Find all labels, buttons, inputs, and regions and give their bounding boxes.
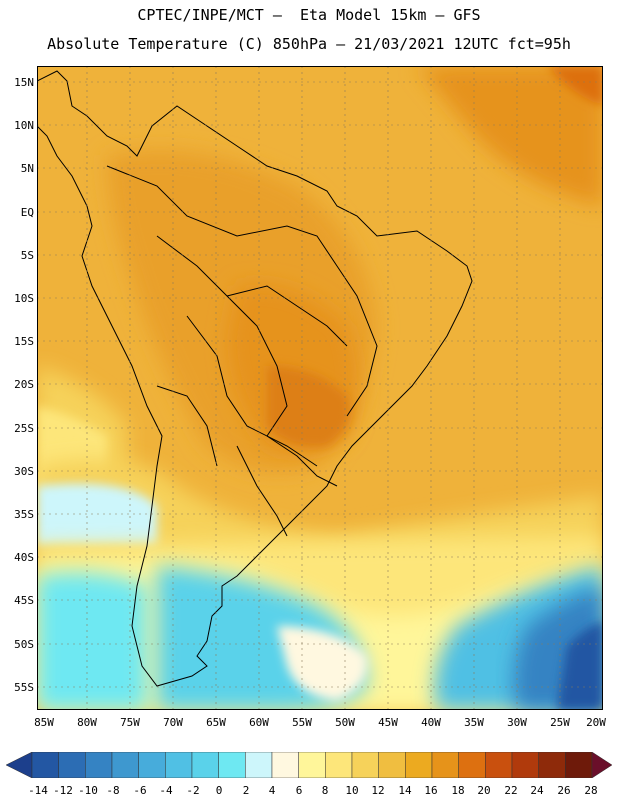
title-line-1: CPTEC/INPE/MCT – Eta Model 15km – GFS: [137, 6, 481, 24]
lon-label: 20W: [586, 716, 606, 729]
colorbar-cell: [245, 752, 273, 778]
lat-label: 20S: [14, 378, 34, 391]
colorbar-label: -4: [159, 784, 173, 797]
colorbar-cell: [378, 752, 406, 778]
colorbar-label: 16: [424, 784, 438, 797]
colorbar-label: -6: [133, 784, 147, 797]
lat-label: 5N: [20, 162, 34, 175]
lat-label: 15N: [14, 76, 34, 89]
lat-label: 30S: [14, 465, 34, 478]
colorbar-cell: [31, 752, 59, 778]
lat-label: 15S: [14, 335, 34, 348]
lat-label: 35S: [14, 508, 34, 521]
colorbar-cell: [111, 752, 139, 778]
colorbar-cell: [218, 752, 246, 778]
colorbar-cell: [191, 752, 219, 778]
colorbar-cell: [565, 752, 593, 778]
temperature-field: [37, 66, 603, 710]
lat-label: 10S: [14, 292, 34, 305]
title-line-2: Absolute Temperature (C) 850hPa – 21/03/…: [47, 35, 571, 53]
colorbar-cell: [165, 752, 193, 778]
lat-label: 10N: [14, 119, 34, 132]
temperature-map: [37, 66, 603, 710]
colorbar-cell: [325, 752, 353, 778]
lon-label: 80W: [77, 716, 97, 729]
colorbar-cell: [351, 752, 379, 778]
colorbar-cell: [85, 752, 113, 778]
colorbar-label: 22: [504, 784, 518, 797]
colorbar-label: -2: [186, 784, 200, 797]
lon-label: 85W: [34, 716, 54, 729]
colorbar-cell: [405, 752, 433, 778]
colorbar-label: 6: [295, 784, 303, 797]
colorbar-cell: [431, 752, 459, 778]
colorbar-label: -10: [78, 784, 98, 797]
colorbar-label: 14: [398, 784, 412, 797]
colorbar-cell: [271, 752, 299, 778]
graticule: [37, 66, 603, 710]
colorbar-label: -8: [106, 784, 120, 797]
colorbar-cell: [58, 752, 86, 778]
colorbar-cell: [138, 752, 166, 778]
lat-label: 55S: [14, 681, 34, 694]
colorbar-label: 10: [345, 784, 359, 797]
lat-label: 25S: [14, 422, 34, 435]
lat-label: 40S: [14, 551, 34, 564]
colorbar-label: 12: [371, 784, 385, 797]
colorbar-end-low: [6, 752, 33, 778]
lon-label: 65W: [206, 716, 226, 729]
colorbar-label: 28: [584, 784, 598, 797]
colorbar-label: -14: [28, 784, 48, 797]
colorbar-label: 18: [451, 784, 465, 797]
colorbar-cell: [458, 752, 486, 778]
colorbar-cell: [538, 752, 566, 778]
lon-label: 45W: [378, 716, 398, 729]
colorbar-label: 4: [268, 784, 276, 797]
colorbar-cell: [511, 752, 539, 778]
lat-label: EQ: [20, 206, 34, 219]
lon-label: 55W: [292, 716, 312, 729]
lat-label: 45S: [14, 594, 34, 607]
colorbar-cell: [298, 752, 326, 778]
lon-label: 25W: [550, 716, 570, 729]
lon-label: 30W: [507, 716, 527, 729]
colorbar-label: 8: [321, 784, 329, 797]
colorbar-label: 26: [557, 784, 571, 797]
lat-label: 50S: [14, 638, 34, 651]
map-frame: [37, 66, 603, 710]
colorbar-end-high: [591, 752, 612, 778]
lon-label: 50W: [335, 716, 355, 729]
lon-label: 35W: [464, 716, 484, 729]
lon-label: 60W: [249, 716, 269, 729]
colorbar: [6, 752, 612, 778]
lon-label: 70W: [163, 716, 183, 729]
colorbar-label: 20: [477, 784, 491, 797]
colorbar-label: -12: [53, 784, 73, 797]
lon-label: 40W: [421, 716, 441, 729]
lon-label: 75W: [120, 716, 140, 729]
lat-label: 5S: [20, 249, 34, 262]
colorbar-label: 0: [215, 784, 223, 797]
coastlines: [37, 70, 473, 687]
colorbar-label: 24: [530, 784, 544, 797]
colorbar-label: 2: [242, 784, 250, 797]
colorbar-cell: [485, 752, 513, 778]
